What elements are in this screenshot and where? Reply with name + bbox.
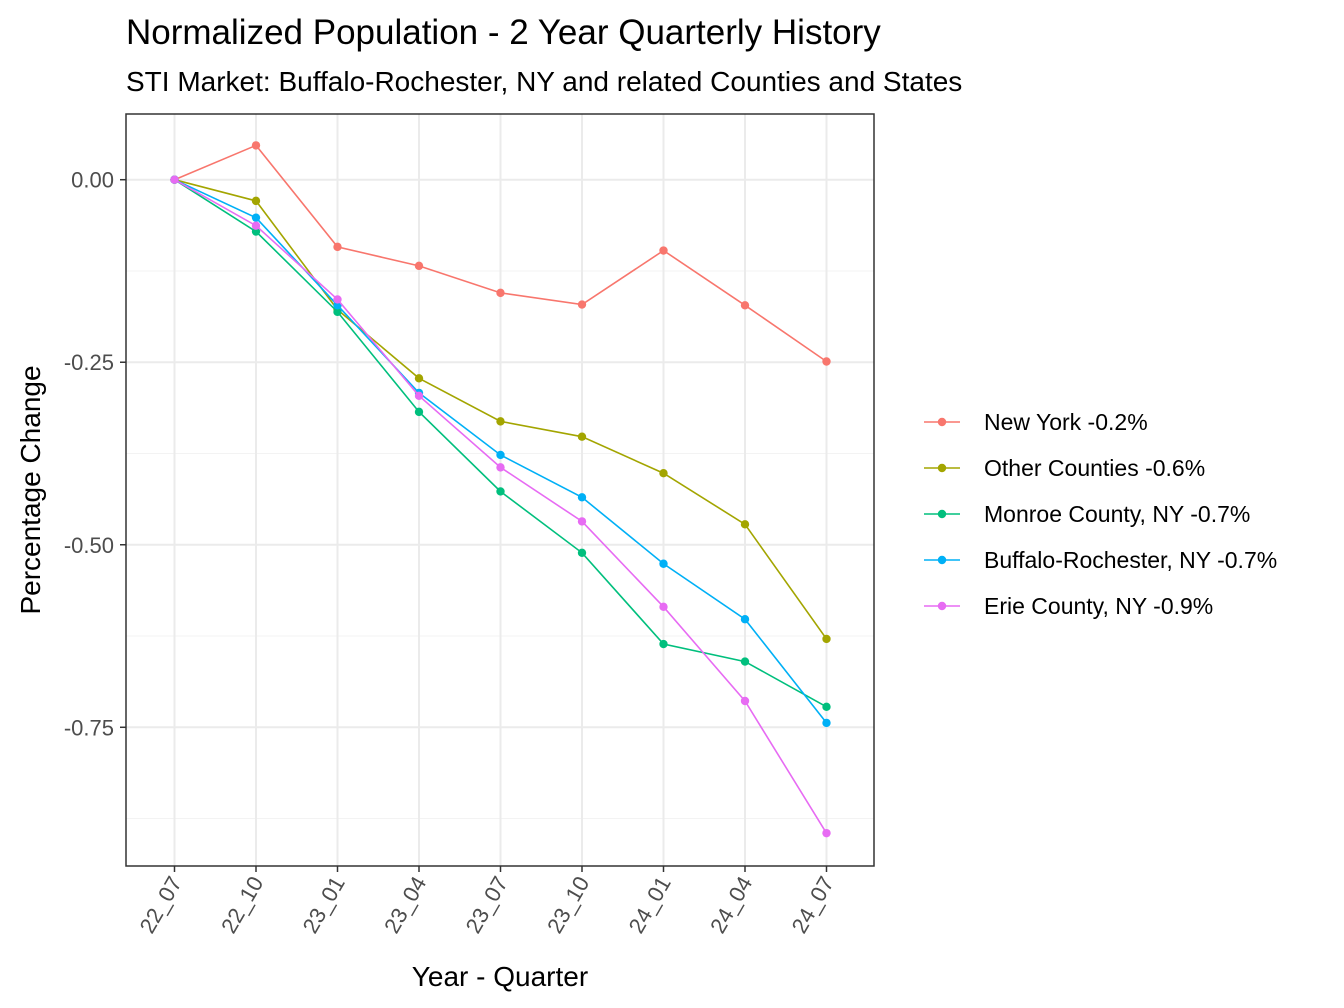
data-point	[659, 246, 668, 255]
legend: New York -0.2% Other Counties -0.6% Monroe…	[924, 409, 1277, 619]
data-point	[740, 657, 750, 666]
data-point	[496, 463, 505, 472]
data-point	[251, 141, 261, 150]
data-point	[659, 559, 668, 568]
data-point	[170, 175, 179, 184]
legend-label: Erie County, NY -0.9%	[984, 593, 1213, 619]
data-point	[740, 615, 750, 624]
data-point	[577, 493, 587, 502]
legend-key-point	[937, 555, 947, 565]
data-point	[333, 307, 342, 317]
data-point	[251, 196, 261, 206]
series	[170, 175, 831, 838]
legend-item: Buffalo-Rochester, NY -0.7%	[924, 547, 1277, 573]
data-point	[414, 261, 424, 271]
y-tick-label: -0.25	[64, 350, 114, 375]
data-point	[740, 520, 750, 529]
data-point	[577, 548, 587, 557]
x-tick-label: 24_01	[624, 872, 676, 937]
legend-item: Other Counties -0.6%	[924, 455, 1205, 481]
data-point	[414, 407, 424, 417]
data-point	[496, 417, 505, 426]
x-tick-label: 22_07	[135, 872, 187, 937]
data-point	[822, 634, 831, 644]
legend-key-point	[937, 601, 947, 611]
y-tick-label: -0.75	[64, 715, 114, 740]
data-point	[496, 450, 505, 460]
chart-subtitle: STI Market: Buffalo-Rochester, NY and re…	[126, 66, 962, 97]
data-point	[740, 696, 750, 706]
x-axis: 22_07 22_10 23_01 23_04 23_07 23_10 24_01 24_04…	[135, 866, 839, 937]
data-point	[822, 718, 831, 728]
data-point	[333, 242, 342, 252]
grid-lines	[126, 114, 874, 866]
x-axis-title: Year - Quarter	[412, 961, 588, 992]
data-point	[251, 221, 261, 230]
x-tick-label: 23_04	[379, 872, 431, 937]
data-point	[251, 227, 261, 236]
legend-label: Other Counties -0.6%	[984, 455, 1205, 481]
data-point	[659, 639, 668, 649]
data-point	[822, 357, 831, 366]
y-tick-label: -0.50	[64, 533, 114, 558]
x-tick-label: 23_07	[461, 872, 513, 937]
data-point	[251, 213, 261, 222]
data-point	[577, 432, 587, 441]
series	[170, 175, 831, 712]
legend-item: New York -0.2%	[924, 409, 1148, 435]
data-point	[577, 300, 587, 309]
data-point	[414, 391, 424, 401]
x-tick-label: 23_01	[298, 872, 350, 937]
y-tick-label: 0.00	[71, 168, 114, 193]
x-tick-label: 24_04	[705, 872, 757, 937]
legend-label: Monroe County, NY -0.7%	[984, 501, 1250, 527]
legend-item: Erie County, NY -0.9%	[924, 593, 1213, 619]
legend-item: Monroe County, NY -0.7%	[924, 501, 1250, 527]
legend-key-point	[937, 463, 947, 473]
data-point	[414, 374, 424, 383]
x-tick-label: 23_10	[542, 872, 594, 937]
x-tick-label: 24_07	[787, 872, 839, 937]
data-point	[740, 301, 750, 310]
data-point	[496, 487, 505, 496]
data-point	[496, 288, 505, 298]
data-point	[333, 301, 342, 310]
data-point	[659, 602, 668, 612]
data-point	[822, 702, 831, 712]
data-point	[577, 517, 587, 526]
y-axis-title: Percentage Change	[15, 365, 46, 614]
y-axis: 0.00 -0.25 -0.50 -0.75	[64, 168, 126, 740]
data-point	[333, 295, 342, 304]
series-lines	[170, 141, 831, 838]
data-point	[822, 828, 831, 838]
legend-key-point	[937, 417, 947, 427]
legend-label: New York -0.2%	[984, 409, 1148, 435]
legend-key-point	[937, 509, 947, 519]
legend-label: Buffalo-Rochester, NY -0.7%	[984, 547, 1277, 573]
chart-title: Normalized Population - 2 Year Quarterly…	[126, 13, 881, 52]
x-tick-label: 22_10	[216, 872, 268, 937]
data-point	[659, 469, 668, 478]
